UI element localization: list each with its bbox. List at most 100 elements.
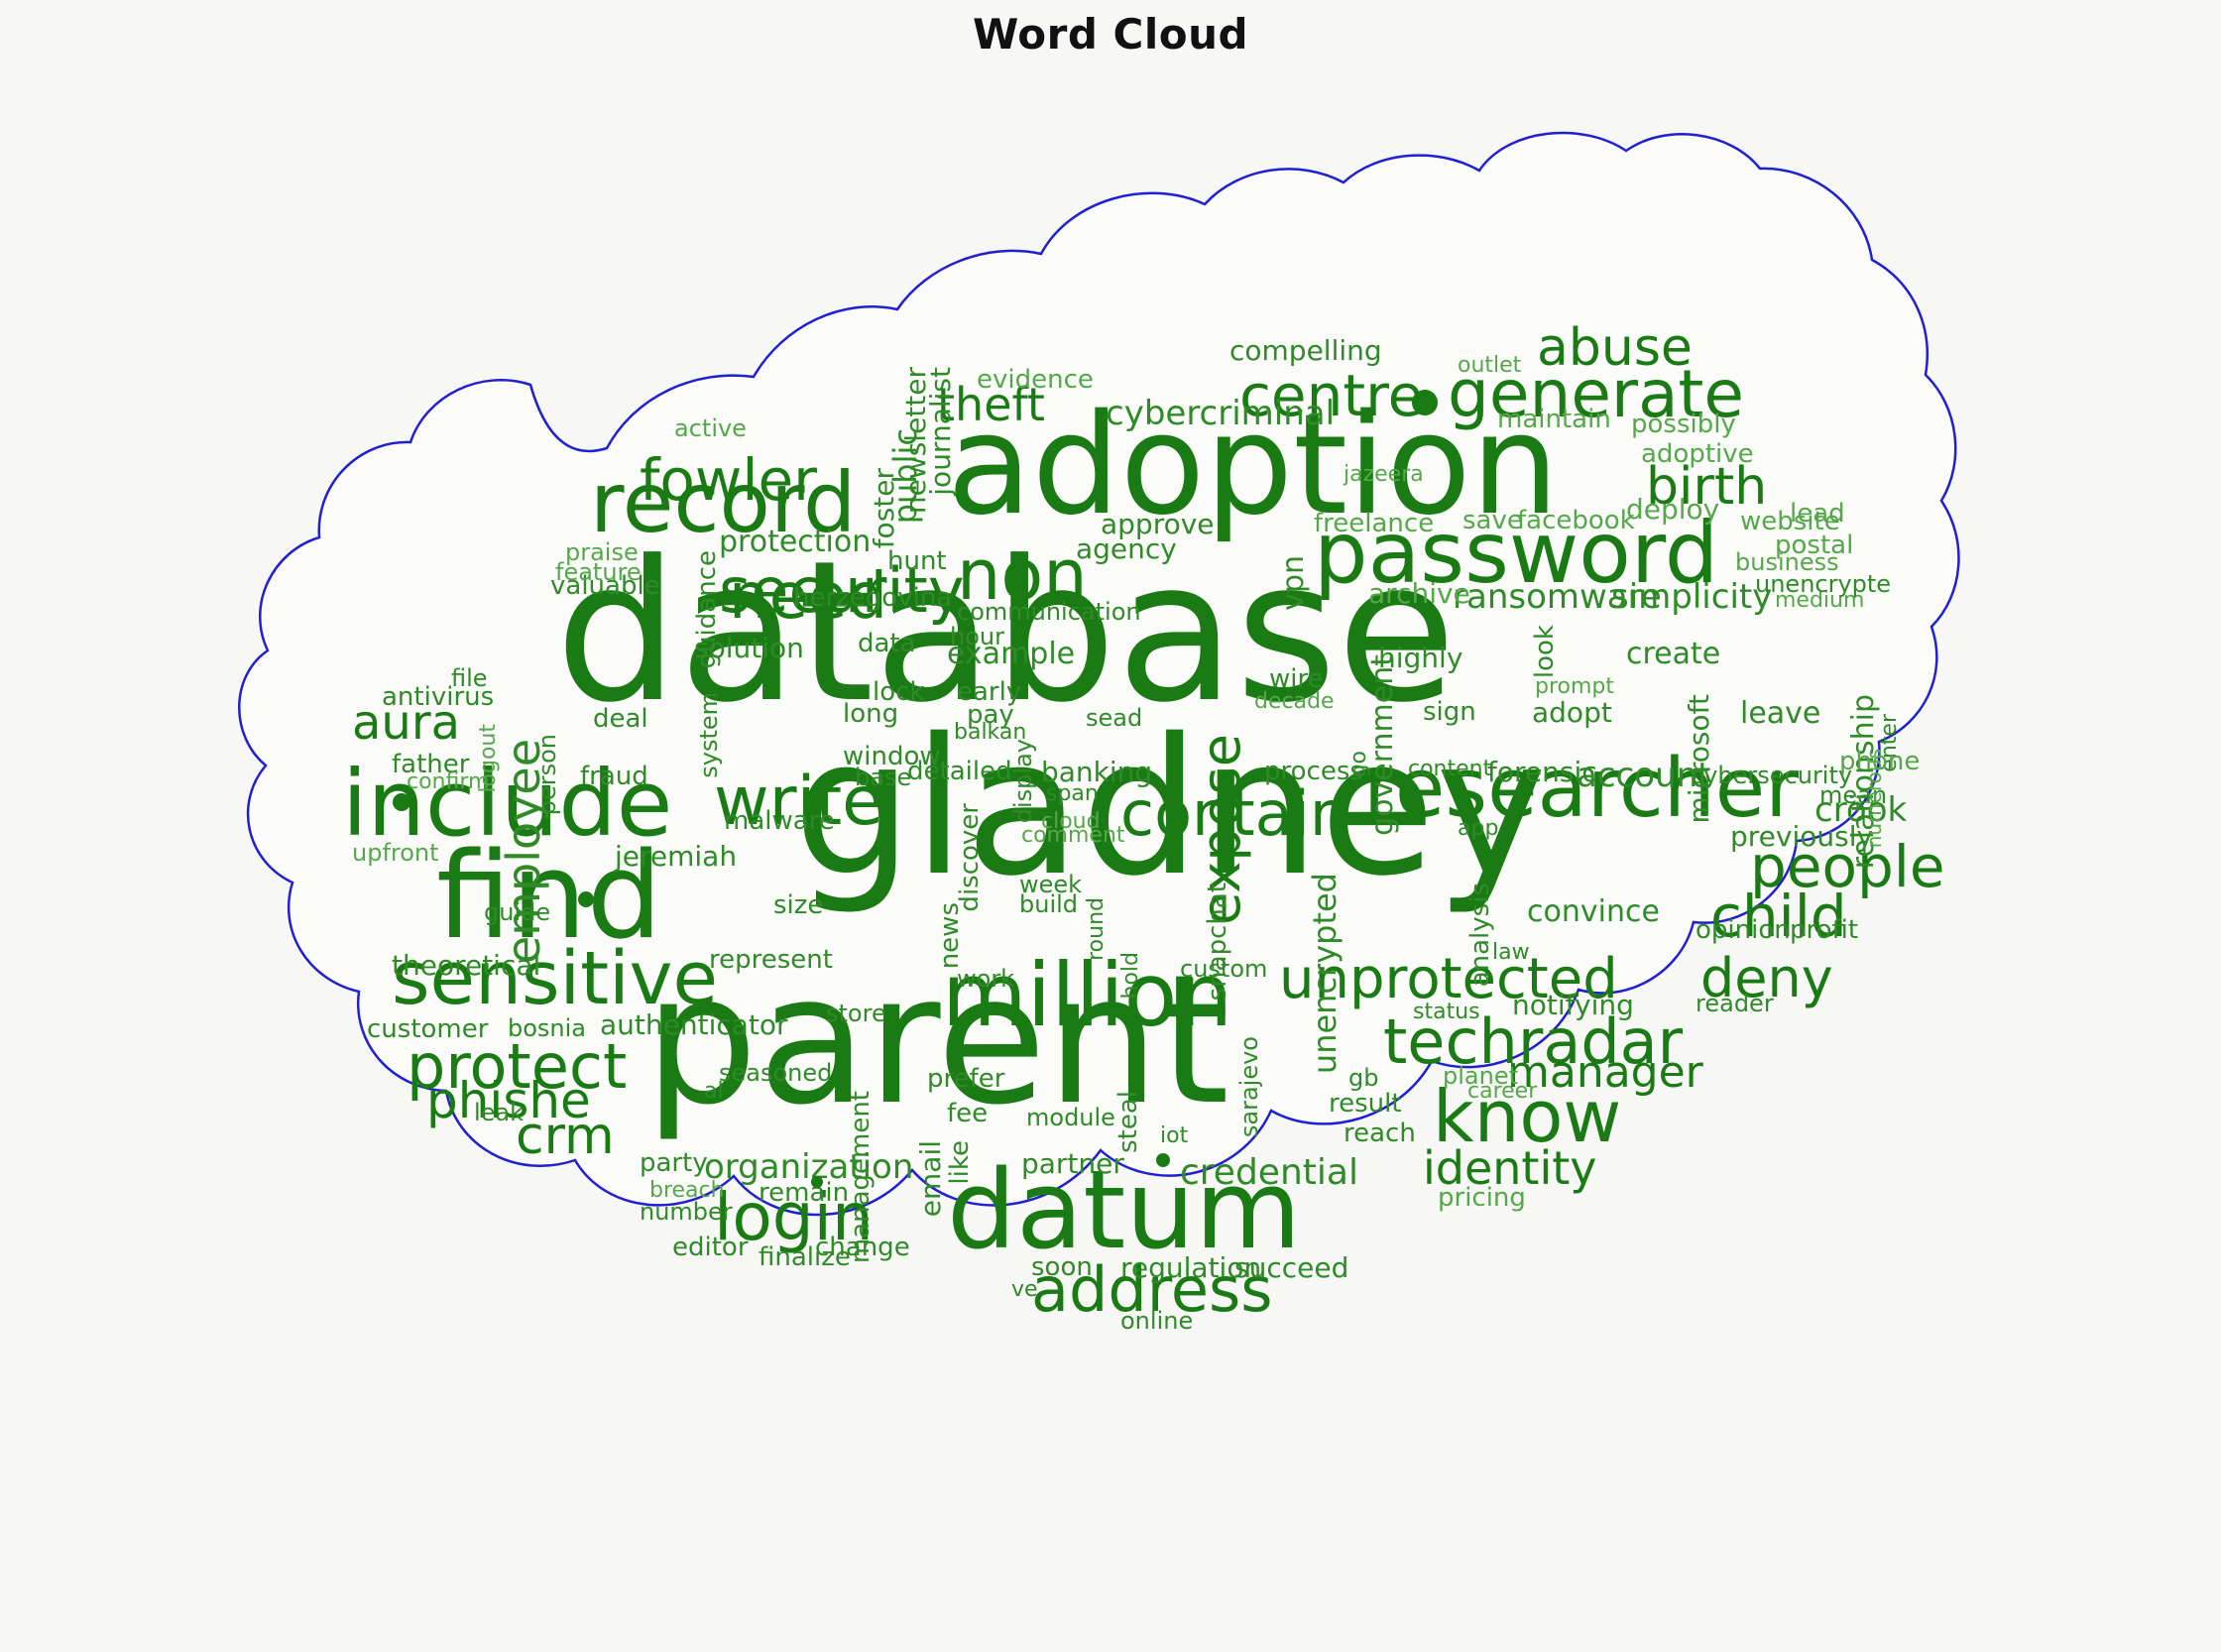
cloud-word: facebook — [1517, 506, 1635, 535]
cloud-word: module — [1026, 1104, 1115, 1131]
cloud-word: father — [392, 750, 470, 779]
cloud-word: adoption — [947, 385, 1560, 546]
cloud-word: example — [947, 637, 1076, 671]
cloud-word: login — [714, 1179, 874, 1255]
cloud-word: business — [1735, 548, 1839, 576]
cloud-word: government — [1365, 654, 1400, 836]
cloud-word: unprotected — [1279, 947, 1618, 1011]
cloud-word: abuse — [1537, 318, 1693, 378]
cloud-word: active — [674, 414, 747, 442]
cloud-word: techradar — [1383, 1005, 1684, 1078]
cloud-word: password — [1314, 504, 1719, 603]
cloud-word: theft — [937, 378, 1045, 431]
cloud-word: career — [1467, 1079, 1538, 1104]
cloud-word: forensic — [1487, 756, 1597, 788]
cloud-word: round — [1084, 897, 1109, 961]
cloud-word: soon — [1031, 1252, 1093, 1282]
cloud-word: jeremiah — [615, 840, 738, 873]
cloud-word: online — [1120, 1307, 1194, 1335]
cloud-word: evidence — [977, 365, 1094, 395]
cloud-word: file — [451, 664, 488, 692]
cloud-word: write — [714, 763, 883, 841]
cloud-word: leak — [474, 1099, 525, 1126]
cloud-word: non — [957, 534, 1088, 616]
cloud-word: sensitive — [392, 936, 718, 1021]
cloud-word: balkan — [954, 720, 1027, 745]
cloud-word: website — [1740, 507, 1840, 536]
cloud-word: confirm — [407, 769, 490, 794]
cloud-word: editor — [672, 1233, 749, 1262]
glyph-dot — [1156, 1153, 1170, 1167]
cloud-word: gladney — [793, 698, 1548, 917]
cloud-word: size — [773, 890, 824, 920]
cloud-word: generate — [1448, 356, 1744, 432]
cloud-word: logout — [476, 724, 501, 793]
cloud-word: contain — [1120, 777, 1349, 850]
cloud-word: law — [1492, 940, 1530, 965]
cloud-word: notifying — [1512, 989, 1634, 1021]
cloud-word: unencrypte — [1755, 570, 1892, 598]
cloud-word: outlet — [1458, 353, 1522, 378]
cloud-word: result — [1329, 1089, 1402, 1119]
cloud-word: decade — [1254, 689, 1335, 714]
cloud-word: detailed — [907, 757, 1012, 786]
cloud-word: deny — [1700, 947, 1833, 1009]
cloud-word: partner — [1021, 1147, 1124, 1180]
cloud-word: deploy — [1626, 493, 1720, 526]
cloud-word: regulation — [1120, 1251, 1262, 1284]
cloud-word: researcher — [1363, 742, 1799, 836]
cloud-word: antivirus — [382, 682, 495, 712]
cloud-word: postal — [1775, 531, 1854, 560]
cloud-word: convince — [1527, 894, 1660, 929]
cloud-word: prompt — [1535, 674, 1615, 699]
page-title: Word Cloud — [972, 10, 1249, 59]
cloud-word: create — [1626, 637, 1721, 671]
cloud-word: al — [704, 1079, 724, 1104]
cloud-word: succeed — [1234, 1251, 1349, 1284]
cloud-word: remain — [759, 1178, 850, 1208]
cloud-word: process — [1264, 757, 1363, 786]
cloud-word: maintain — [1497, 405, 1611, 434]
cloud-word: freelance — [1314, 509, 1435, 538]
cloud-word: identity — [1423, 1141, 1597, 1195]
cloud-word: fee — [947, 1099, 989, 1128]
cloud-word: custom — [1180, 955, 1268, 983]
cloud-word: solution — [694, 632, 804, 664]
cloud-word: sign — [1423, 697, 1476, 727]
cloud-word: security — [719, 554, 965, 627]
cloud-word: authenticator — [600, 1008, 788, 1041]
cloud-word: theoretical — [392, 949, 541, 982]
cloud-word: discover — [955, 803, 985, 912]
cloud-word: save — [1462, 506, 1523, 535]
cloud-word: communication — [957, 598, 1141, 626]
cloud-word: content — [1408, 757, 1492, 781]
cloud-word: million — [942, 944, 1233, 1046]
cloud-word: prefer — [927, 1064, 1005, 1094]
cloud-word: centre — [1239, 362, 1424, 429]
cloud-word: ve — [1011, 1277, 1038, 1302]
cloud-word: seasoned — [719, 1059, 833, 1087]
cloud-word: profit — [1790, 915, 1859, 945]
cloud-word: customer — [367, 1014, 489, 1044]
cloud-word: wire — [1269, 664, 1324, 694]
cloud-word: organization — [704, 1147, 914, 1187]
cloud-word: app — [1458, 816, 1499, 841]
cloud-word: account — [1577, 756, 1711, 795]
cloud-word: lock — [873, 677, 925, 707]
cloud-word: possibly — [1631, 410, 1736, 439]
cloud-word: record — [590, 454, 857, 551]
cloud-word: people — [1750, 833, 1945, 900]
cloud-word: breach — [649, 1178, 725, 1203]
cloud-word: agency — [1076, 532, 1177, 565]
cloud-word: week — [1019, 871, 1083, 898]
cloud-word: medium — [1775, 588, 1865, 613]
cloud-word: sead — [1086, 704, 1143, 732]
cloud-word: archive — [1368, 577, 1470, 610]
glyph-dot — [811, 1176, 823, 1188]
cloud-word: simplicity — [1611, 577, 1773, 617]
cloud-word: reader — [1695, 990, 1774, 1017]
cloud-word: fraud — [580, 762, 648, 791]
cloud-word: comment — [1021, 823, 1125, 848]
cloud-word: malware — [724, 806, 835, 836]
cloud-word: child — [1710, 883, 1847, 950]
